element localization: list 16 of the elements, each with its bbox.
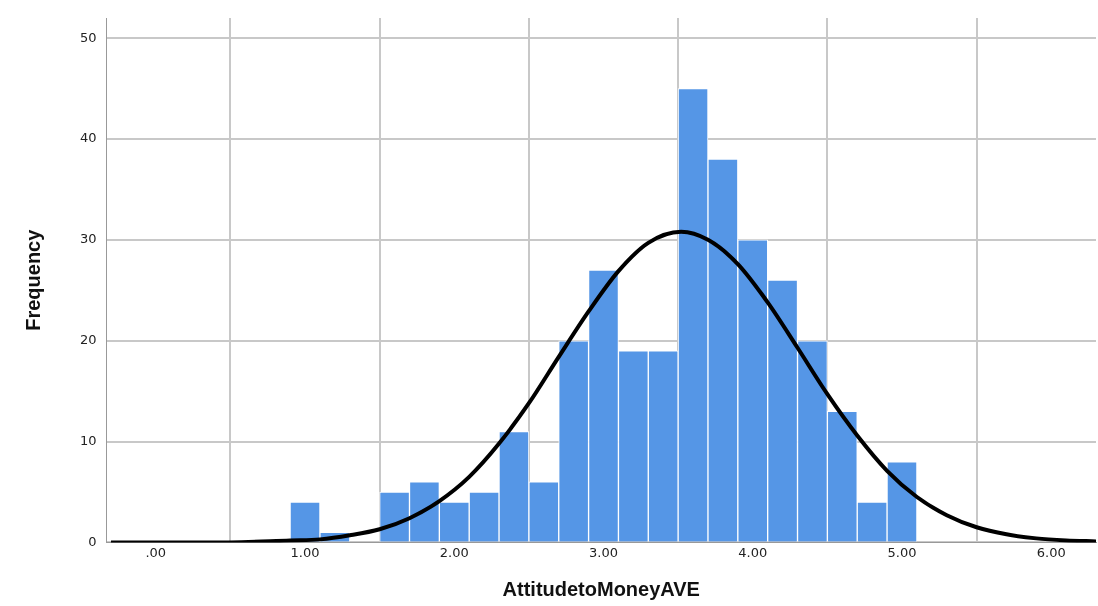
x-tick-label: 2.00 [439, 544, 469, 560]
y-axis-title: Frequency [21, 228, 44, 331]
line-series [109, 229, 1096, 543]
y-tick-label: 40 [80, 130, 97, 146]
x-tick-label: 1.00 [290, 544, 320, 560]
y-tick-label: 50 [80, 29, 97, 45]
y-tick-label: 10 [80, 432, 97, 448]
y-tick-label: 30 [80, 231, 97, 247]
x-tick-label: 4.00 [738, 544, 768, 560]
y-tick-label: 20 [80, 332, 97, 348]
x-tick-label: 3.00 [589, 544, 618, 560]
x-tick-label: .00 [145, 544, 167, 560]
x-tick-label: 6.00 [1036, 544, 1066, 560]
y-tick-label: 0 [88, 533, 97, 549]
x-tick-label: 5.00 [887, 544, 917, 560]
x-axis-title: AttitudetoMoneyAVE [502, 577, 700, 600]
